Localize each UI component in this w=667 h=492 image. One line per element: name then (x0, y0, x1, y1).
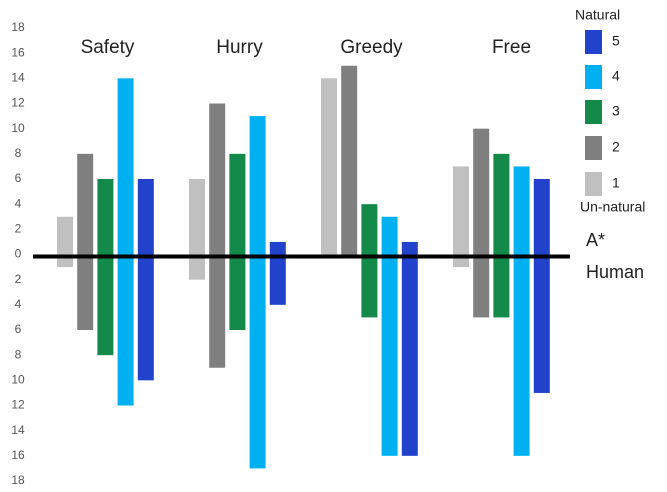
bar (97, 179, 114, 255)
legend-top-label: Natural (575, 7, 620, 23)
bar (269, 254, 286, 305)
bar (321, 78, 337, 255)
category-label: Hurry (216, 37, 263, 58)
bar (513, 166, 530, 255)
bar (229, 254, 246, 330)
y-tick-label: 12 (11, 96, 25, 110)
bar (77, 254, 94, 330)
bar (473, 128, 490, 255)
legend-swatch (585, 65, 602, 89)
bar (189, 254, 205, 280)
legend-label: 3 (612, 103, 620, 119)
bar (117, 78, 134, 255)
y-tick-label: 10 (11, 121, 25, 135)
legend-bottom-label: Un-natural (580, 199, 645, 215)
category-label: Safety (81, 37, 135, 58)
bar (189, 179, 205, 255)
lower-label: Human (586, 262, 644, 282)
y-tick-label: 4 (15, 297, 22, 311)
legend-label: 2 (612, 139, 620, 155)
bar (117, 254, 134, 406)
legend-label: 4 (612, 68, 620, 84)
legend-label: 5 (612, 33, 620, 49)
y-tick-label: 12 (11, 398, 25, 412)
bar (533, 254, 550, 393)
bar (269, 241, 286, 255)
bar (513, 254, 530, 456)
y-tick-label: 10 (11, 373, 25, 387)
bar (229, 153, 246, 255)
bar (381, 216, 398, 255)
bar (209, 254, 226, 368)
bar (381, 254, 398, 456)
y-tick-label: 16 (11, 448, 25, 462)
bar (341, 65, 358, 255)
bar (493, 254, 510, 318)
y-tick-label: 8 (15, 347, 22, 361)
y-tick-label: 0 (15, 247, 22, 261)
bar (97, 254, 114, 356)
y-tick-label: 14 (11, 71, 25, 85)
category-label: Free (492, 37, 531, 58)
bar (473, 254, 490, 318)
bar (137, 179, 154, 255)
y-tick-label: 18 (11, 473, 25, 487)
bar (533, 179, 550, 255)
bar (249, 116, 266, 255)
bar (361, 204, 378, 255)
upper-label: A* (586, 230, 605, 250)
y-tick-label: 2 (15, 272, 22, 286)
legend-swatch (585, 172, 602, 196)
y-tick-label: 16 (11, 45, 25, 59)
category-label: Greedy (340, 37, 403, 58)
legend-swatch (585, 136, 602, 160)
bar (249, 254, 266, 469)
bar (209, 103, 226, 255)
y-tick-label: 18 (11, 20, 25, 34)
y-tick-label: 14 (11, 423, 25, 437)
bar (401, 254, 418, 456)
legend-swatch (585, 30, 602, 54)
y-tick-label: 6 (15, 322, 22, 336)
y-tick-label: 2 (15, 222, 22, 236)
bar (453, 166, 469, 255)
bar (137, 254, 154, 381)
y-tick-label: 8 (15, 146, 22, 160)
bar (57, 216, 73, 255)
legend-swatch (585, 100, 602, 124)
bar (401, 241, 418, 255)
bar (77, 153, 94, 255)
legend-label: 1 (612, 175, 620, 191)
bar (493, 153, 510, 255)
bar (361, 254, 378, 318)
y-tick-label: 6 (15, 171, 22, 185)
y-tick-label: 4 (15, 196, 22, 210)
